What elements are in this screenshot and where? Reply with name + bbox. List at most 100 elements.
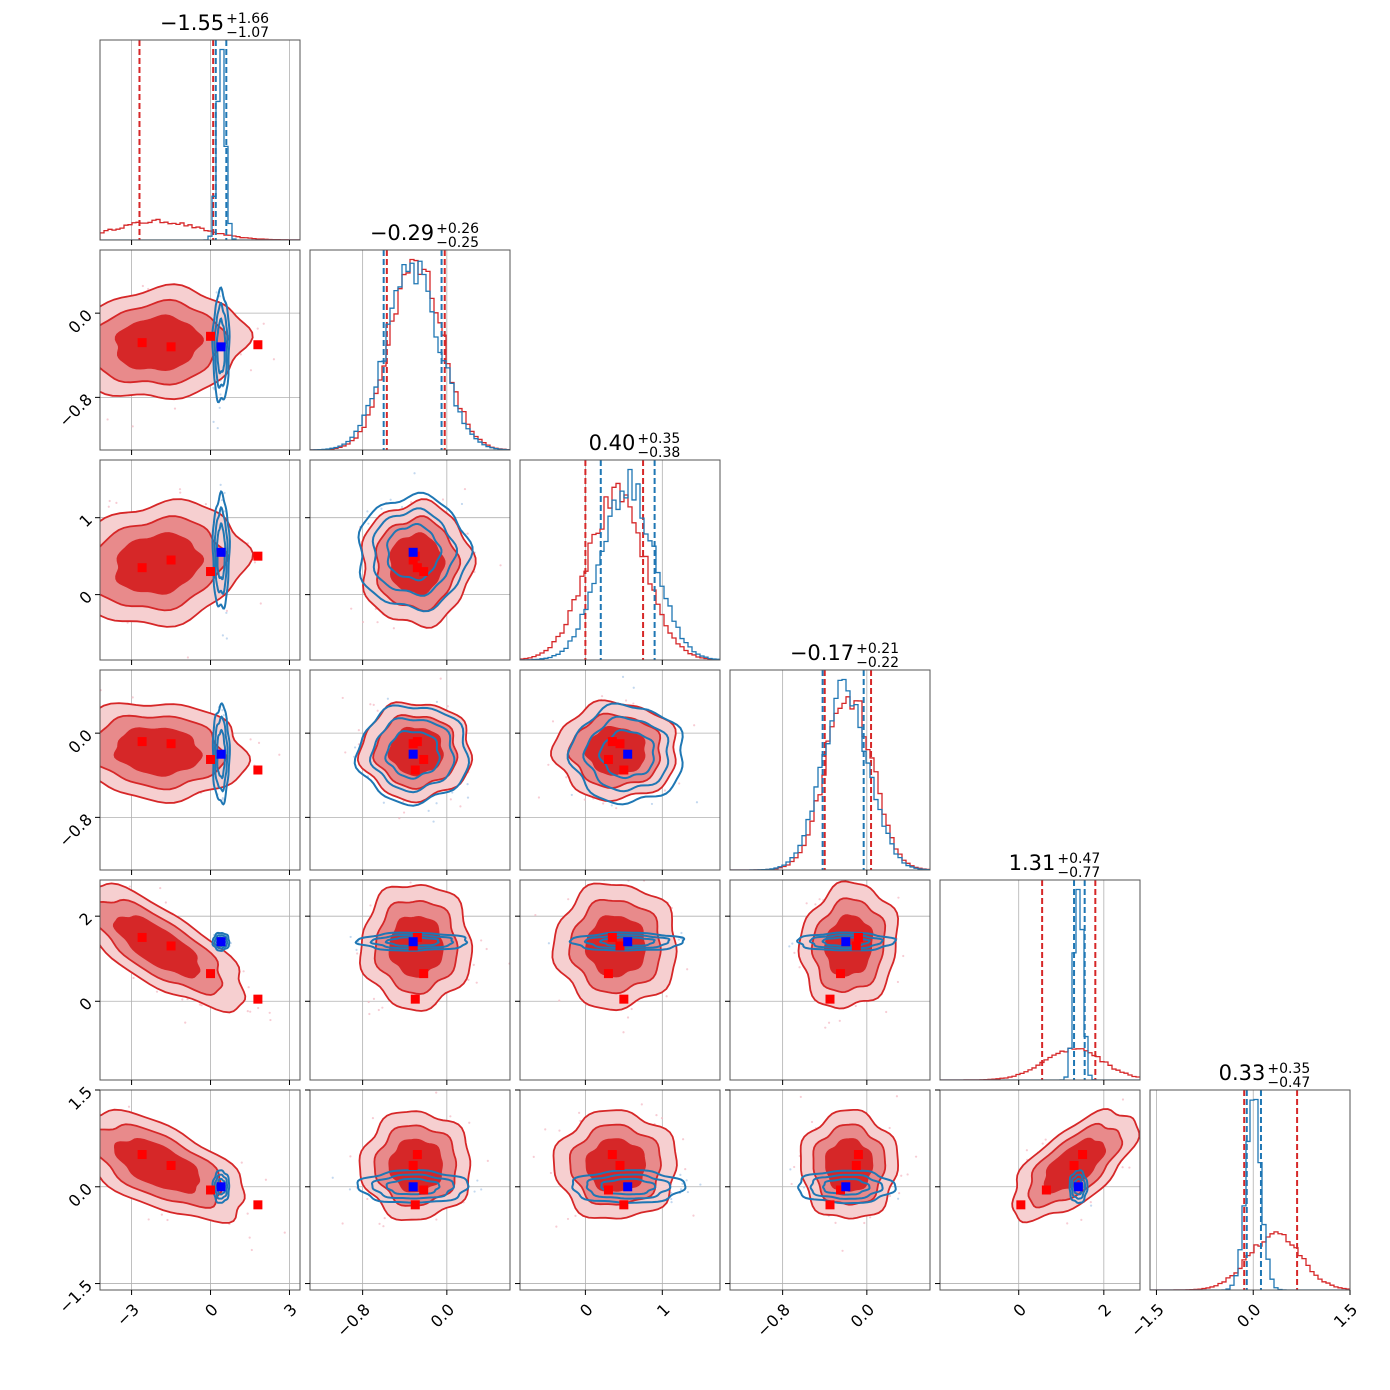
sample-point <box>566 1217 570 1221</box>
red-contour <box>115 532 205 595</box>
sample-point <box>131 696 134 699</box>
panel-plot-area <box>520 1090 720 1290</box>
sample-point <box>184 1021 187 1024</box>
panel-frame <box>519 879 721 1081</box>
sample-point <box>441 498 445 501</box>
sample-point <box>164 901 167 904</box>
sample-point <box>466 532 469 535</box>
sample-point <box>383 1217 386 1220</box>
panel-plot-area <box>310 250 510 450</box>
sample-point <box>435 700 439 703</box>
sample-point <box>257 741 261 745</box>
sample-point <box>220 499 224 502</box>
sample-point <box>115 501 118 504</box>
panel-title: −0.17 +0.21−0.22 <box>790 641 899 671</box>
sample-point <box>96 1140 98 1142</box>
blue-square-marker <box>623 749 633 759</box>
panel-plot-area <box>730 670 930 870</box>
sample-point <box>818 898 821 901</box>
y-tick-label: −0.8 <box>55 810 96 851</box>
title-value: −0.29 <box>370 221 434 245</box>
panel-2-0: 01 <box>75 459 301 665</box>
panel-frame <box>729 879 931 1081</box>
sample-point <box>841 1249 844 1252</box>
panel-plot-area <box>78 670 300 870</box>
sample-point <box>632 702 635 705</box>
panel-3-0: −0.8 0.0 <box>55 669 301 875</box>
sample-point <box>435 802 438 805</box>
sample-point <box>90 1158 92 1160</box>
red-square-marker <box>851 941 861 951</box>
panel-frame <box>99 39 301 241</box>
sample-point <box>544 1128 547 1131</box>
sample-point <box>355 948 358 951</box>
sample-point <box>914 1155 918 1158</box>
x-tick-label: 0.0 <box>1233 1300 1264 1331</box>
sample-point <box>349 1155 352 1158</box>
sample-point <box>869 1216 872 1219</box>
sample-point <box>413 472 416 475</box>
panel-title: −0.29 +0.26−0.25 <box>370 221 479 251</box>
red-histogram <box>520 482 720 660</box>
sample-point <box>451 874 453 876</box>
red-square-marker <box>1069 1160 1079 1170</box>
panel-4-0: 02 <box>41 879 301 1085</box>
sample-point <box>249 738 252 741</box>
panel-frame <box>309 669 511 871</box>
x-tick-label: −1.5 <box>1127 1300 1168 1341</box>
red-histogram <box>940 1047 1140 1080</box>
blue-contour <box>583 933 671 950</box>
sample-point <box>834 1221 837 1224</box>
sample-point <box>789 1168 792 1171</box>
red-square-marker <box>853 1150 863 1160</box>
panel-frame <box>729 669 931 871</box>
sample-point <box>166 1218 169 1222</box>
sample-point <box>602 802 605 805</box>
red-square-marker <box>603 754 613 764</box>
sample-point <box>82 568 84 570</box>
red-square-marker <box>137 1150 147 1160</box>
sample-point <box>906 1173 909 1176</box>
sample-point <box>367 1000 370 1004</box>
sample-point <box>78 760 80 762</box>
blue-contour <box>215 317 227 375</box>
blue-contour <box>600 1177 657 1196</box>
sample-point <box>402 811 406 814</box>
blue-contour <box>216 728 227 780</box>
blue-contour <box>568 931 686 952</box>
blue-square-marker <box>216 1182 226 1192</box>
sample-point <box>357 729 360 732</box>
blue-contour <box>211 931 231 952</box>
red-square-marker <box>825 1200 835 1210</box>
y-tick-label: 1.5 <box>65 1083 96 1114</box>
sample-point <box>278 753 281 756</box>
blue-histogram <box>1150 1098 1350 1290</box>
panel-plot-area <box>41 880 300 1080</box>
panel-3-1 <box>305 669 511 875</box>
sample-point <box>1080 1218 1083 1221</box>
blue-contour <box>211 490 231 610</box>
y-tick-label: 0 <box>75 994 96 1015</box>
blue-contour <box>566 702 684 806</box>
title-value: 1.31 <box>1009 851 1056 875</box>
sample-point <box>1044 1138 1047 1141</box>
sample-point <box>680 931 683 935</box>
sample-point <box>75 1127 77 1129</box>
blue-contour <box>357 491 474 613</box>
sample-point <box>699 1183 702 1186</box>
red-histogram <box>310 258 510 450</box>
sample-point <box>94 605 96 607</box>
sample-point <box>41 910 43 912</box>
sample-point <box>663 789 667 792</box>
sample-point <box>376 621 379 624</box>
blue-histogram <box>940 888 1140 1080</box>
sample-point <box>212 420 215 423</box>
sample-point <box>449 798 452 801</box>
sample-point <box>181 998 184 1001</box>
blue-contour <box>211 702 231 806</box>
sample-point <box>824 1026 827 1029</box>
panel-plot-area <box>730 1090 930 1290</box>
sample-point <box>799 1095 802 1099</box>
sample-point <box>348 1188 352 1191</box>
